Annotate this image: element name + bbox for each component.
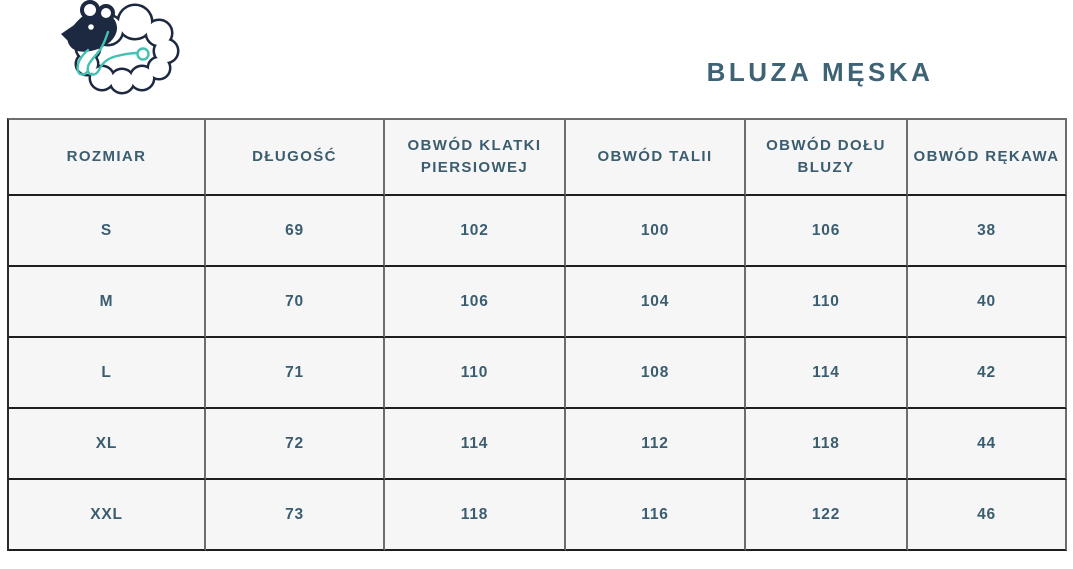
sheep-eye <box>88 24 94 30</box>
value-cell: 46 <box>908 480 1067 551</box>
size-cell: M <box>9 267 206 338</box>
column-header-dlugosc: DŁUGOŚĆ <box>206 120 385 196</box>
value-cell: 118 <box>385 480 566 551</box>
header-row: ROZMIAR DŁUGOŚĆ OBWÓD KLATKI PIERSIOWEJ … <box>9 120 1067 196</box>
stethoscope-icon <box>76 30 150 76</box>
value-cell: 44 <box>908 409 1067 480</box>
page-title: BLUZA MĘSKA <box>706 57 934 87</box>
value-cell: 118 <box>746 409 908 480</box>
value-cell: 108 <box>566 338 746 409</box>
column-header-rozmiar: ROZMIAR <box>9 120 206 196</box>
value-cell: 114 <box>746 338 908 409</box>
value-cell: 122 <box>746 480 908 551</box>
value-cell: 42 <box>908 338 1067 409</box>
size-cell: L <box>9 338 206 409</box>
table-row-l: L 71 110 108 114 42 <box>9 338 1067 409</box>
table-row-xxl: XXL 73 118 116 122 46 <box>9 480 1067 551</box>
value-cell: 102 <box>385 196 566 267</box>
value-cell: 38 <box>908 196 1067 267</box>
size-cell: S <box>9 196 206 267</box>
column-header-obwod-rekawa: OBWÓD RĘKAWA <box>908 120 1067 196</box>
table-row-m: M 70 106 104 110 40 <box>9 267 1067 338</box>
sheep-stethoscope-logo-icon <box>61 0 180 95</box>
table-row-s: S 69 102 100 106 38 <box>9 196 1067 267</box>
value-cell: 104 <box>566 267 746 338</box>
value-cell: 69 <box>206 196 385 267</box>
table-row-xl: XL 72 114 112 118 44 <box>9 409 1067 480</box>
sheep-ear <box>61 25 74 45</box>
value-cell: 110 <box>746 267 908 338</box>
wool-curls <box>80 0 115 22</box>
column-header-obwod-dolu-bluzy: OBWÓD DOŁU BLUZY <box>746 120 908 196</box>
size-cell: XL <box>9 409 206 480</box>
value-cell: 112 <box>566 409 746 480</box>
value-cell: 40 <box>908 267 1067 338</box>
column-header-obwod-klatki-piersiowej: OBWÓD KLATKI PIERSIOWEJ <box>385 120 566 196</box>
value-cell: 73 <box>206 480 385 551</box>
value-cell: 71 <box>206 338 385 409</box>
value-cell: 106 <box>385 267 566 338</box>
size-chart-table: ROZMIAR DŁUGOŚĆ OBWÓD KLATKI PIERSIOWEJ … <box>7 118 1067 551</box>
value-cell: 114 <box>385 409 566 480</box>
value-cell: 110 <box>385 338 566 409</box>
value-cell: 70 <box>206 267 385 338</box>
column-header-obwod-talii: OBWÓD TALII <box>566 120 746 196</box>
value-cell: 72 <box>206 409 385 480</box>
size-cell: XXL <box>9 480 206 551</box>
value-cell: 100 <box>566 196 746 267</box>
value-cell: 106 <box>746 196 908 267</box>
value-cell: 116 <box>566 480 746 551</box>
stethoscope-chestpiece <box>136 47 150 61</box>
